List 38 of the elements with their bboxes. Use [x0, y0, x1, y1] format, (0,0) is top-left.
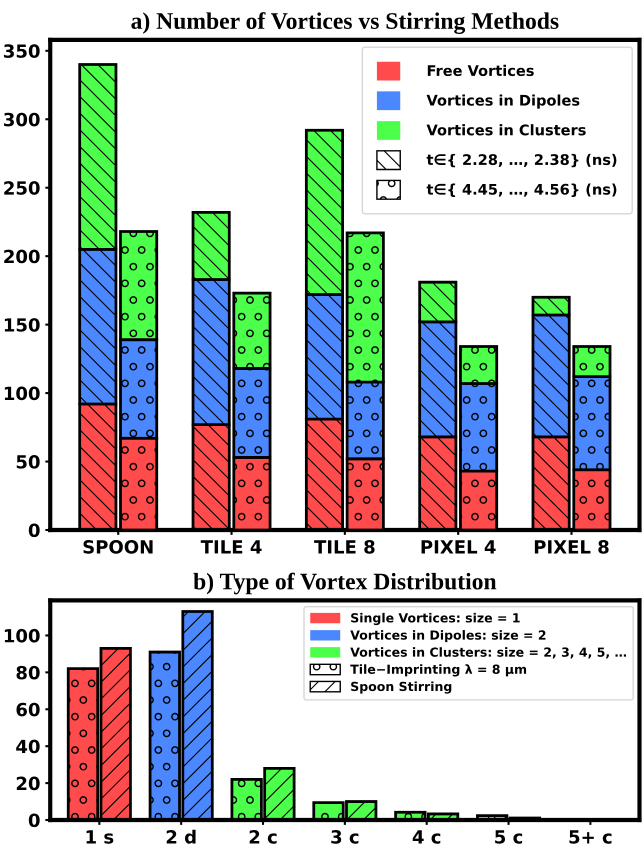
y-tick-label: 250	[4, 181, 40, 195]
annotation: Tile−Imprinting λ = 8 μm	[350, 664, 526, 676]
y-tick-label: 80	[16, 666, 40, 680]
chart-title: b) Type of Vortex Distribution	[193, 572, 496, 594]
legend-label: Vortices in Clusters: size = 2, 3, 4, 5, …	[350, 647, 626, 658]
chart-title: a) Number of Vortices vs Stirring Methods	[131, 12, 559, 34]
x-tick-label: 5 c	[495, 830, 522, 844]
x-tick-label: TILE 4	[200, 540, 262, 554]
y-tick-label: 100	[4, 628, 40, 643]
legend-label: Vortices in Clusters	[426, 124, 586, 136]
y-tick-label: 20	[16, 776, 40, 790]
x-tick-label: 4 c	[412, 830, 440, 844]
legend-label: Vortices in Dipoles	[426, 94, 580, 109]
x-tick-label: SPOON	[83, 540, 153, 554]
legend-label: Free Vortices	[428, 64, 534, 76]
y-tick-label: 300	[4, 112, 40, 126]
annotation: Spoon Stirring	[351, 681, 452, 694]
annotation: t∈{ 4.45, …, 4.56} (ns)	[426, 184, 616, 197]
y-tick-label: 150	[4, 318, 40, 332]
x-tick-label: 2 c	[250, 830, 277, 844]
y-tick-label: 60	[16, 702, 40, 716]
annotation: t∈{ 2.28, …, 2.38} (ns)	[426, 154, 616, 168]
y-tick-label: 200	[4, 250, 40, 264]
x-tick-label: TILE 8	[314, 540, 375, 554]
y-tick-label: 0	[28, 523, 40, 538]
y-tick-label: 350	[4, 44, 40, 58]
x-tick-label: 2 d	[166, 830, 196, 844]
legend-label: Single Vortices: size = 1	[351, 612, 520, 626]
x-tick-label: 3 c	[331, 830, 358, 844]
y-tick-label: 100	[4, 386, 40, 400]
x-tick-label: PIXEL 4	[422, 540, 496, 554]
y-tick-label: 0	[28, 813, 40, 828]
x-tick-label: 5+ c	[569, 830, 612, 844]
x-tick-label: PIXEL 8	[534, 540, 609, 554]
y-tick-label: 50	[16, 455, 40, 469]
x-tick-label: 1 s	[86, 830, 114, 844]
legend-label: Vortices in Dipoles: size = 2	[350, 630, 546, 642]
y-tick-label: 40	[16, 740, 40, 754]
